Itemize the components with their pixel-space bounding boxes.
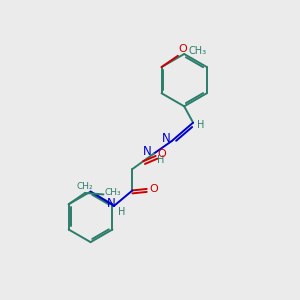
Text: O: O [179,44,188,54]
Text: N: N [107,197,116,210]
Text: N: N [162,132,171,145]
Text: H: H [118,207,125,217]
Text: H: H [197,120,204,130]
Text: O: O [158,149,167,160]
Text: CH₂: CH₂ [77,182,93,191]
Text: CH₃: CH₃ [104,188,121,197]
Text: N: N [143,145,152,158]
Text: CH₃: CH₃ [188,46,206,56]
Text: H: H [157,155,164,165]
Text: O: O [149,184,158,194]
